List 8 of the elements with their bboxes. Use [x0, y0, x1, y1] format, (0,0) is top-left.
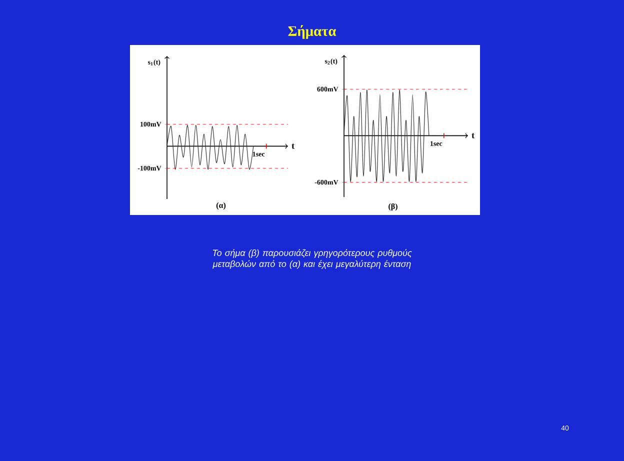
line-series: [344, 90, 430, 182]
text: (β): [388, 203, 398, 211]
x-axis-title: t: [472, 133, 474, 138]
text: (α): [216, 202, 226, 210]
line-series: [166, 125, 254, 170]
x-axis-title: t: [292, 144, 294, 149]
text: Σήματα: [288, 25, 336, 39]
text: Το σήμα (β) παρουσιάζει γρηγορότερους ρυθμούς μεταβολών από το (α) και έχει μεγαλύτερη ένταση: [212, 249, 412, 269]
